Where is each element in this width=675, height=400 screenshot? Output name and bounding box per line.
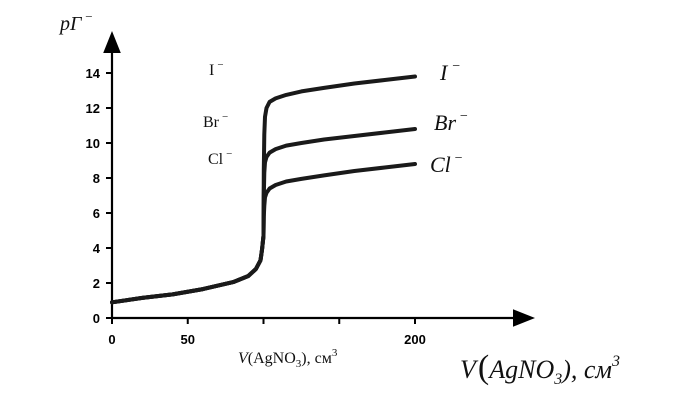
y-tick-label: 4 (93, 241, 101, 256)
y-tick-label: 10 (86, 136, 100, 151)
y-axis-label-sup: − (84, 9, 93, 24)
x-axis-label-large: V(AgNO3), см3 (460, 349, 620, 388)
series-label-bromide: Br − (434, 109, 468, 135)
y-tick-label: 0 (93, 311, 100, 326)
y-tick-label: 8 (93, 171, 100, 186)
series-label-iodide: I − (439, 59, 461, 85)
series-label-chloride: Cl − (430, 151, 463, 177)
x-tick-label: 0 (108, 332, 115, 347)
label-bromide: Br − (203, 111, 228, 131)
y-tick-label: 12 (86, 101, 100, 116)
y-tick-label: 6 (93, 206, 100, 221)
label-chloride: Cl − (208, 148, 232, 168)
label-iodide: I − (209, 59, 224, 79)
x-axis-label-small: V(AgNO3), см3 (238, 347, 338, 370)
y-tick-label: 2 (93, 276, 100, 291)
series-line-chloride (110, 162, 417, 305)
y-tick-label: 14 (86, 66, 101, 81)
y-axis-label: pГ − (58, 9, 93, 35)
x-tick-label: 200 (404, 332, 426, 347)
x-tick-label: 50 (181, 332, 195, 347)
y-axis-label-text: pГ (58, 13, 83, 35)
x-axis-label-box (233, 334, 391, 376)
